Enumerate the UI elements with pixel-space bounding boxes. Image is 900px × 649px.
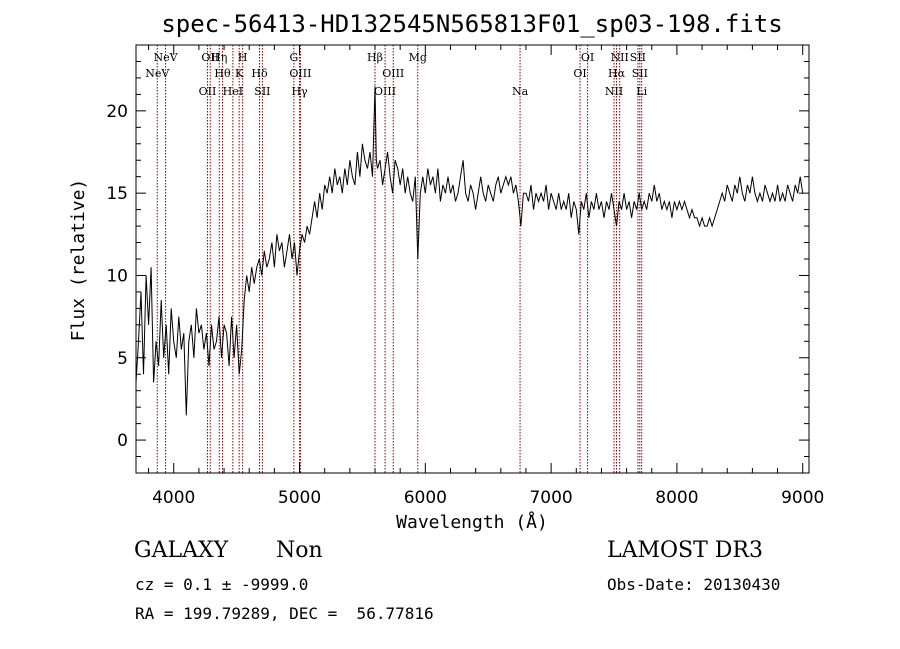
y-tick-label: 20 <box>106 102 128 122</box>
spectral-line-label: G <box>289 51 298 64</box>
survey-label: LAMOST DR3 <box>607 538 763 563</box>
spectral-line-label: Hγ <box>291 85 308 98</box>
spectral-line-label: Hδ <box>251 67 268 80</box>
spectral-line-label: OIII <box>289 67 311 80</box>
plot-frame <box>135 44 810 474</box>
spectral-line-label: SII <box>632 67 648 80</box>
spectral-line-label: SII <box>630 51 646 64</box>
spectral-line-label: OII <box>199 85 217 98</box>
y-axis-label: Flux (relative) <box>68 179 89 342</box>
spectral-line-label: NeV <box>145 67 170 80</box>
spectral-line-label: OII <box>201 51 219 64</box>
y-tick-label: 0 <box>117 431 128 451</box>
spectral-line-labels: NeVNeVOIIOIIHηHθHeIKHHδSIIGOIIIHγHβOIIIO… <box>145 51 648 98</box>
obs-date-text: Obs-Date: 20130430 <box>607 575 781 594</box>
y-tick-label: 10 <box>106 266 128 286</box>
chart-title: spec-56413-HD132545N565813F01_sp03-198.f… <box>161 10 782 38</box>
spectral-line-label: Li <box>636 85 647 98</box>
spectral-line-markers <box>156 45 643 473</box>
spectral-line-label: H <box>238 51 248 64</box>
x-tick-label: 7000 <box>529 488 572 508</box>
x-tick-label: 6000 <box>404 488 447 508</box>
spectral-line-label: SII <box>254 85 270 98</box>
x-axis-ticks: 4000 5000 6000 7000 8000 9000 <box>148 45 824 508</box>
spectrum-series-line <box>135 86 804 416</box>
redshift-text: cz = 0.1 ± -9999.0 <box>135 575 309 594</box>
y-tick-label: 5 <box>117 349 128 369</box>
spectral-line-label: Hη <box>211 51 227 64</box>
spectral-line-label: NII <box>605 85 623 98</box>
coordinates-text: RA = 199.79289, DEC = 56.77816 <box>135 604 434 623</box>
spectral-line-label: Hβ <box>367 51 383 64</box>
spectral-line-label: OIII <box>374 85 396 98</box>
spectral-line-label: HeI <box>223 85 243 98</box>
x-tick-label: 5000 <box>278 488 321 508</box>
spectral-line-label: K <box>235 67 244 80</box>
spectral-line-label: NeV <box>154 51 179 64</box>
x-tick-label: 8000 <box>655 488 698 508</box>
spectral-line-label: Na <box>512 85 529 98</box>
spectral-line-label: Hθ <box>214 67 231 80</box>
spectral-line-label: OI <box>573 67 586 80</box>
subclass-label: Non <box>276 538 323 563</box>
x-tick-label: 4000 <box>152 488 195 508</box>
x-axis-label: Wavelength (Å) <box>396 511 548 533</box>
spectral-line-label: OI <box>581 51 594 64</box>
y-tick-label: 15 <box>106 184 128 204</box>
spectral-line-label: NII <box>611 51 629 64</box>
y-axis-ticks: 0 5 10 15 20 <box>106 60 809 458</box>
x-tick-label: 9000 <box>781 488 824 508</box>
spectral-line-label: Mg <box>409 51 427 64</box>
classification-label: GALAXY <box>134 538 229 563</box>
spectral-line-label: Hα <box>608 67 626 80</box>
spectral-line-label: OIII <box>382 67 404 80</box>
